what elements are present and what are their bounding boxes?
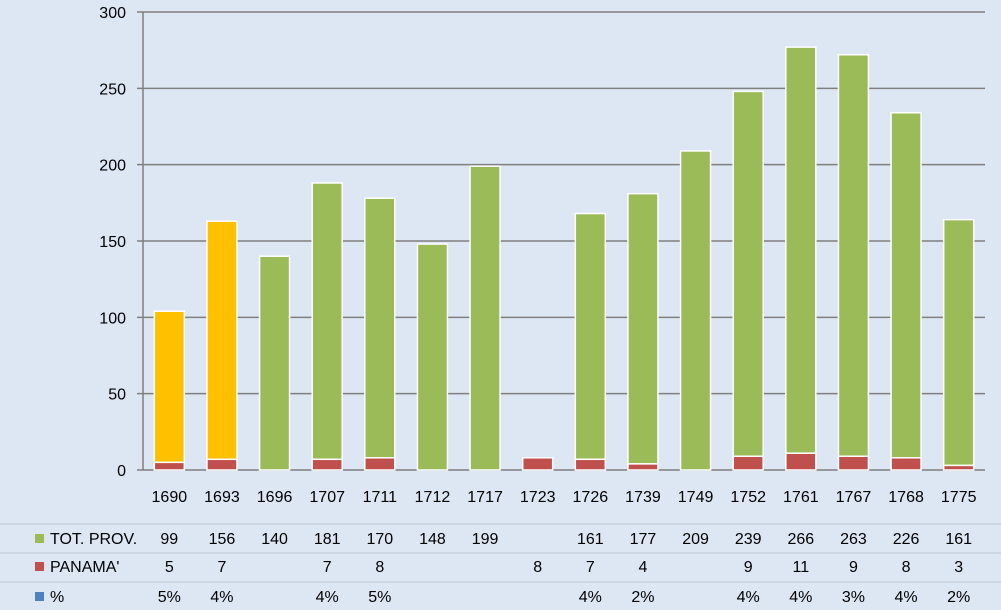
table-cell: 7	[217, 559, 226, 576]
bar-tot-prov-1749	[679, 150, 712, 471]
table-cell: 226	[893, 531, 920, 548]
bar-panama-1707	[311, 458, 343, 471]
y-tick-label: 200	[99, 158, 126, 175]
table-cell: 4%	[737, 589, 760, 606]
table-cell: 5%	[158, 589, 181, 606]
table-cell: 8	[533, 559, 542, 576]
x-tick-label-1768: 1768	[888, 489, 924, 506]
table-row-label: PANAMA'	[50, 559, 119, 576]
table-cell: 4%	[579, 589, 602, 606]
table-cell: 9	[849, 559, 858, 576]
table-cell: 7	[323, 559, 332, 576]
x-tick-label-1723: 1723	[520, 489, 556, 506]
y-axis: 0 50 100 150 200 250 300	[99, 5, 144, 480]
table-cell: 2%	[631, 589, 654, 606]
x-tick-label-1707: 1707	[309, 489, 345, 506]
bar-panama-1768	[890, 457, 922, 471]
x-tick-label-1711: 1711	[363, 489, 398, 506]
bar-tot-prov-1717	[469, 165, 501, 471]
bar-tot-prov-1696	[258, 255, 291, 471]
bar-tot-prov-1726	[574, 212, 607, 461]
table-cell: 4%	[789, 589, 812, 606]
x-tick-label-1761: 1761	[783, 489, 819, 506]
table-cell: 199	[472, 531, 499, 548]
x-tick-label-1767: 1767	[836, 489, 872, 506]
bar-tot-prov-1712	[416, 243, 449, 471]
data-table: TOT. PROV. 99 156 140 181 170 148 199 161 177 209 2…	[0, 523, 1001, 606]
x-tick-label-1717: 1717	[467, 489, 503, 506]
table-cell: 170	[366, 531, 393, 548]
bar-panama-1723	[521, 457, 554, 471]
x-tick-label-1775: 1775	[941, 489, 977, 506]
y-tick-label: 100	[99, 310, 126, 327]
bar-panama-1693	[206, 458, 238, 471]
table-cell: 5	[165, 559, 174, 576]
x-tick-label-1752: 1752	[730, 489, 766, 506]
y-tick-label: 250	[99, 81, 126, 98]
bar-panama-1711	[364, 457, 396, 471]
table-cell: 3	[954, 559, 963, 576]
table-cell: 181	[314, 531, 341, 548]
bar-tot-prov-1761	[785, 46, 817, 454]
bar-tot-prov-1775	[942, 218, 975, 467]
table-cell: 209	[682, 531, 709, 548]
bar-panama-1775	[942, 464, 975, 471]
y-tick-label: 0	[117, 463, 126, 480]
legend-key-1	[35, 562, 44, 571]
table-cell: 177	[630, 531, 657, 548]
table-cell: 3%	[842, 589, 865, 606]
bars	[153, 46, 975, 471]
table-row-label: TOT. PROV.	[50, 531, 137, 548]
y-tick-label: 300	[99, 5, 126, 22]
table-cell: 4%	[895, 589, 918, 606]
bar-panama-1767	[837, 455, 870, 471]
table-cell: 11	[793, 559, 810, 576]
bar-panama-1752	[732, 455, 764, 471]
table-row-label: %	[50, 589, 64, 606]
bar-panama-1761	[785, 452, 817, 471]
table-cell: 239	[735, 531, 762, 548]
bar-tot-prov-1767	[837, 53, 870, 458]
bar-tot-prov-1693	[206, 220, 238, 461]
legend-key-0	[35, 534, 44, 543]
bar-tot-prov-1768	[890, 112, 922, 459]
table-cell: 8	[902, 559, 911, 576]
bar-tot-prov-1739	[627, 192, 659, 465]
table-cell: 140	[261, 531, 288, 548]
bar-panama-1690	[153, 461, 186, 471]
bar-tot-prov-1707	[311, 182, 343, 461]
x-tick-label-1690: 1690	[152, 489, 188, 506]
x-tick-label-1693: 1693	[204, 489, 240, 506]
table-cell: 161	[577, 531, 604, 548]
table-cell: 2%	[947, 589, 970, 606]
table-cell: 4	[638, 559, 647, 576]
bar-panama-1726	[574, 458, 607, 471]
table-cell: 99	[160, 531, 178, 548]
x-tick-label-1739: 1739	[625, 489, 661, 506]
table-cell: 9	[744, 559, 753, 576]
bar-tot-prov-1690	[153, 310, 186, 464]
table-cell: 156	[209, 531, 236, 548]
x-tick-label-1726: 1726	[573, 489, 609, 506]
bar-panama-1739	[627, 463, 659, 471]
table-cell: 4%	[316, 589, 339, 606]
table-cell: 4%	[210, 589, 233, 606]
x-tick-label-1749: 1749	[678, 489, 714, 506]
x-axis: 1690 1693 1696 1707 1711 1712 1717 1723 1726 1739…	[152, 489, 977, 506]
table-cell: 263	[840, 531, 867, 548]
table-cell: 148	[419, 531, 446, 548]
legend-key-2	[35, 592, 44, 601]
table-cell: 5%	[368, 589, 391, 606]
x-tick-label-1712: 1712	[415, 489, 451, 506]
bar-tot-prov-1752	[732, 90, 764, 458]
table-cell: 8	[375, 559, 384, 576]
table-cell: 7	[586, 559, 595, 576]
table-cell: 266	[787, 531, 814, 548]
y-tick-label: 150	[99, 234, 126, 251]
bar-tot-prov-1711	[364, 197, 396, 459]
y-tick-label: 50	[108, 387, 126, 404]
table-cell: 161	[945, 531, 972, 548]
x-tick-label-1696: 1696	[257, 489, 293, 506]
